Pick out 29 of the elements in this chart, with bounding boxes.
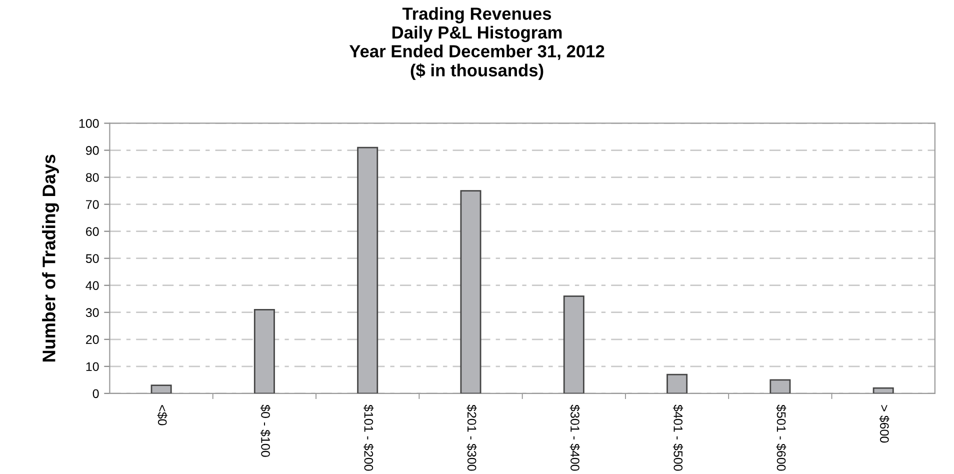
bar — [666, 374, 688, 394]
x-tick-label: > $600 — [879, 405, 890, 443]
x-tick-label: $101 - $200 — [363, 404, 374, 471]
bar — [254, 308, 275, 394]
x-tick-label: $301 - $400 — [570, 404, 580, 471]
y-tick-label: 50 — [86, 254, 99, 263]
y-tick-label: 60 — [86, 227, 99, 236]
x-tick-label: <$0 — [157, 405, 168, 426]
bar — [770, 379, 791, 394]
y-tick-label: 10 — [86, 362, 99, 372]
bar — [357, 146, 378, 394]
x-tick-label: $501 - $600 — [776, 404, 786, 471]
x-tick-label: $401 - $500 — [672, 404, 684, 471]
y-tick-label: 80 — [86, 173, 99, 182]
y-axis-title: Number of Trading Days — [42, 154, 59, 362]
y-tick-label: 20 — [86, 335, 99, 344]
chart-title: Trading Revenues Daily P&L Histogram Year Ended December 31, 2012 ($ in thousands) — [349, 7, 604, 80]
y-tick-label: 30 — [86, 308, 99, 318]
bar — [460, 190, 482, 394]
x-tick-label: $201 - $300 — [466, 404, 477, 471]
y-tick-label: 100 — [79, 119, 99, 128]
y-tick-label: 40 — [86, 281, 99, 290]
y-tick-label: 0 — [92, 389, 99, 398]
bar — [563, 295, 584, 394]
y-tick-label: 90 — [86, 146, 99, 155]
y-tick-label: 70 — [86, 200, 99, 209]
bar — [872, 387, 894, 394]
bar — [150, 384, 172, 394]
x-tick-label: $0 - $100 — [260, 404, 270, 457]
